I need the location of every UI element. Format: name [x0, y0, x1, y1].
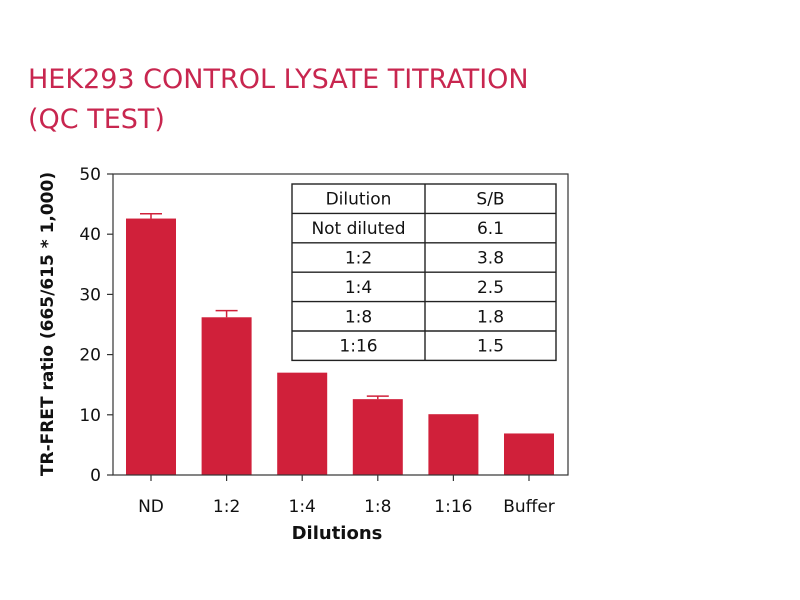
inset-table-cell-1-1: 3.8 [477, 249, 504, 269]
inset-table-cell-2-1: 2.5 [477, 278, 504, 298]
inset-table-cell-4-0: 1:16 [339, 337, 377, 357]
y-axis-label: TR-FRET ratio (665/615 * 1,000) [38, 172, 58, 476]
x-tick-label-4: 1:16 [434, 497, 472, 517]
x-tick-label-1: 1:2 [213, 497, 240, 517]
inset-table-header-1: S/B [476, 190, 504, 210]
inset-table-cell-3-0: 1:8 [345, 307, 372, 327]
inset-table-cell-0-1: 6.1 [477, 219, 504, 239]
x-tick-label-5: Buffer [503, 497, 555, 517]
inset-table-header-0: Dilution [326, 190, 392, 210]
error-bars-group [140, 212, 389, 400]
y-tick-label-5: 50 [79, 165, 101, 185]
y-tick-label-3: 30 [79, 285, 101, 305]
x-axis-ticks: ND 1:2 1:4 1:8 1:16 Buffer [138, 475, 555, 517]
chart-title-line-1: HEK293 CONTROL LYSATE TITRATION [28, 64, 529, 95]
y-axis-ticks: 0 10 20 30 40 50 [79, 165, 113, 486]
chart-title-line-2: (QC TEST) [28, 104, 165, 135]
y-tick-label-1: 10 [79, 406, 101, 426]
inset-table-cell-2-0: 1:4 [345, 278, 372, 298]
inset-table-cell-0-0: Not diluted [311, 219, 405, 239]
x-tick-label-3: 1:8 [364, 497, 391, 517]
bar-5 [504, 433, 554, 475]
y-tick-label-2: 20 [79, 346, 101, 366]
y-tick-label-4: 40 [79, 225, 101, 245]
plot-frame [112, 173, 569, 476]
bar-1 [201, 317, 252, 475]
bar-2 [277, 372, 328, 475]
inset-table-cell-4-1: 1.5 [477, 337, 504, 357]
x-tick-label-2: 1:4 [289, 497, 316, 517]
bar-4 [428, 414, 479, 475]
x-tick-label-0: ND [138, 497, 164, 517]
y-tick-label-0: 0 [90, 466, 101, 486]
bar-3 [352, 399, 403, 475]
bars-group [126, 218, 554, 475]
x-axis-label: Dilutions [292, 523, 383, 544]
bar-0 [126, 218, 176, 475]
inset-table: Dilution S/B Not diluted 6.1 1:2 3.8 1:4 2.5 1:8… [291, 183, 557, 362]
chart-title: HEK293 CONTROL LYSATE TITRATION (QC TEST… [28, 60, 529, 140]
inset-table-cell-3-1: 1.8 [477, 307, 504, 327]
inset-table-cell-1-0: 1:2 [345, 249, 372, 269]
